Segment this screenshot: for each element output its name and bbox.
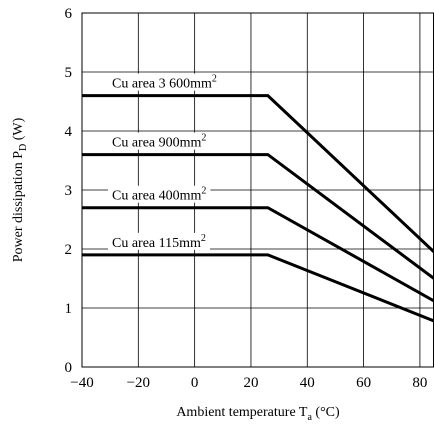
y-tick-label: 3 [65,183,73,199]
series-label-bg [108,232,210,250]
series-lines [82,94,434,323]
x-tick-label: 0 [191,375,199,391]
x-tick-labels: −40 −20 0 20 40 60 80 [70,375,427,391]
y-tick-label: 5 [65,65,73,81]
series-label: Cu area 3 600mm2 [112,74,217,92]
x-tick-label: −40 [70,375,93,391]
y-tick-label: 1 [65,301,73,317]
series-label: Cu area 900mm2 [112,133,206,151]
series-label: Cu area 400mm2 [112,186,206,204]
x-tick-label: 80 [412,375,427,391]
x-tick-label: 60 [356,375,371,391]
x-tick-label: 20 [243,375,258,391]
y-tick-label: 2 [65,242,73,258]
x-tick-label: −20 [127,375,150,391]
series-line [82,253,434,323]
series-line [82,153,434,280]
series-label: Cu area 115mm2 [112,233,206,251]
y-tick-labels: 0 1 2 3 4 5 6 [65,6,73,376]
series-labels: Cu area 3 600mm2 Cu area 900mm2 Cu area 40… [108,73,221,251]
x-axis-title: Ambient temperature Ta (°C) [176,405,340,423]
x-tick-label: 40 [300,375,315,391]
y-tick-label: 0 [65,360,73,376]
series-label-bg [108,185,211,203]
y-axis-title: Power dissipation PD (W) [11,117,29,262]
y-tick-label: 4 [65,124,73,140]
series-line [82,94,434,254]
series-line [82,206,434,303]
series-label-bg [108,73,221,91]
series-label-bg [108,132,211,150]
y-tick-label: 6 [65,6,73,22]
